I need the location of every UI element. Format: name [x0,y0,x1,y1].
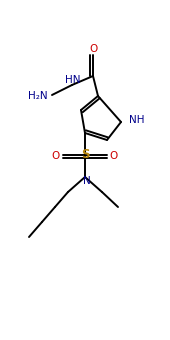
Text: H₂N: H₂N [28,91,48,101]
Text: O: O [110,151,118,161]
Text: S: S [81,149,89,162]
Text: N: N [83,176,91,186]
Text: O: O [52,151,60,161]
Text: O: O [89,44,97,54]
Text: HN: HN [65,75,81,85]
Text: NH: NH [129,115,144,125]
